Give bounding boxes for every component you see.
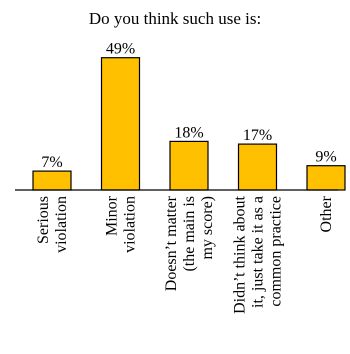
- bars-group: [32, 57, 346, 191]
- value-label-3: 17%: [243, 127, 272, 144]
- value-label-0: 7%: [41, 154, 62, 171]
- bar-1: [100, 57, 141, 191]
- chart-title: Do you think such use is:: [89, 9, 261, 28]
- bar-4: [306, 165, 346, 191]
- category-label-0: Serious violation: [35, 196, 70, 253]
- category-label-4-line-0: Other: [318, 195, 335, 232]
- category-label-1-line-1: violation: [122, 196, 139, 253]
- category-label-2-line-1: (the main is: [181, 196, 198, 272]
- category-label-0-line-1: violation: [53, 196, 70, 253]
- bar-3: [237, 143, 278, 191]
- category-label-2: Doesn’t matter (the main is my score): [163, 195, 216, 291]
- value-label-1: 49%: [106, 41, 135, 58]
- category-label-3-line-0: Didn’t think about: [232, 195, 249, 313]
- category-label-1: Minor violation: [104, 195, 139, 253]
- value-label-2: 18%: [174, 124, 203, 141]
- bar-2: [169, 140, 209, 191]
- category-label-0-line-0: Serious: [35, 196, 52, 244]
- category-label-3-line-2: common practice: [268, 196, 285, 307]
- category-labels-group: Serious violation Minor violation Doesn’t ma…: [35, 195, 335, 314]
- value-label-4: 9%: [315, 149, 336, 166]
- value-labels-group: 7% 49% 18% 17% 9%: [41, 41, 336, 171]
- category-label-3-line-1: it, just take it as a: [250, 196, 267, 308]
- category-label-1-line-0: Minor: [104, 195, 121, 236]
- category-label-2-line-2: my score): [199, 196, 216, 260]
- bar-0: [32, 170, 72, 191]
- category-label-2-line-0: Doesn’t matter: [163, 195, 180, 291]
- category-label-4: Other: [318, 195, 335, 232]
